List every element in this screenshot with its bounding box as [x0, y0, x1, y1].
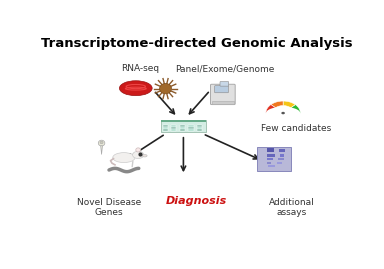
- Bar: [162, 127, 168, 129]
- Ellipse shape: [266, 107, 300, 119]
- Ellipse shape: [142, 154, 147, 157]
- Ellipse shape: [136, 148, 141, 152]
- Point: [137, 152, 143, 156]
- Bar: [278, 158, 284, 160]
- Bar: [280, 154, 284, 157]
- Bar: [162, 125, 168, 126]
- Ellipse shape: [98, 140, 105, 146]
- Text: Transcriptome-directed Genomic Analysis: Transcriptome-directed Genomic Analysis: [41, 37, 353, 51]
- Text: Additional
assays: Additional assays: [269, 198, 315, 217]
- Text: Panel/Exome/Genome: Panel/Exome/Genome: [175, 64, 275, 73]
- Bar: [267, 148, 274, 152]
- Text: Novel Disease
Genes: Novel Disease Genes: [77, 198, 141, 217]
- Text: RNA-seq: RNA-seq: [121, 64, 159, 73]
- Ellipse shape: [160, 83, 172, 94]
- Bar: [171, 127, 177, 129]
- Circle shape: [281, 112, 285, 114]
- Bar: [267, 154, 275, 157]
- Text: Few candidates: Few candidates: [262, 124, 332, 133]
- Bar: [188, 129, 194, 131]
- Bar: [171, 125, 177, 126]
- Ellipse shape: [132, 151, 144, 158]
- Ellipse shape: [100, 141, 103, 144]
- Wedge shape: [291, 105, 300, 113]
- Bar: [197, 127, 202, 129]
- Bar: [212, 101, 234, 104]
- Bar: [279, 149, 285, 152]
- Bar: [161, 120, 206, 132]
- FancyBboxPatch shape: [210, 84, 235, 105]
- Bar: [180, 129, 185, 131]
- FancyBboxPatch shape: [220, 82, 228, 86]
- Bar: [171, 129, 177, 131]
- Bar: [268, 165, 275, 167]
- Ellipse shape: [119, 81, 152, 96]
- Bar: [267, 161, 271, 164]
- Bar: [197, 125, 202, 126]
- Bar: [188, 125, 194, 126]
- Bar: [276, 161, 282, 164]
- Bar: [197, 129, 202, 131]
- Bar: [180, 127, 185, 129]
- Bar: [257, 147, 291, 171]
- Wedge shape: [271, 101, 283, 108]
- Bar: [161, 120, 206, 122]
- Polygon shape: [101, 146, 103, 154]
- Bar: [267, 158, 273, 160]
- Wedge shape: [283, 101, 295, 108]
- Bar: [188, 127, 194, 129]
- FancyBboxPatch shape: [215, 86, 228, 93]
- Ellipse shape: [113, 153, 135, 162]
- Wedge shape: [266, 105, 276, 113]
- Bar: [162, 129, 168, 131]
- Bar: [180, 125, 185, 126]
- Text: Diagnosis: Diagnosis: [166, 196, 227, 206]
